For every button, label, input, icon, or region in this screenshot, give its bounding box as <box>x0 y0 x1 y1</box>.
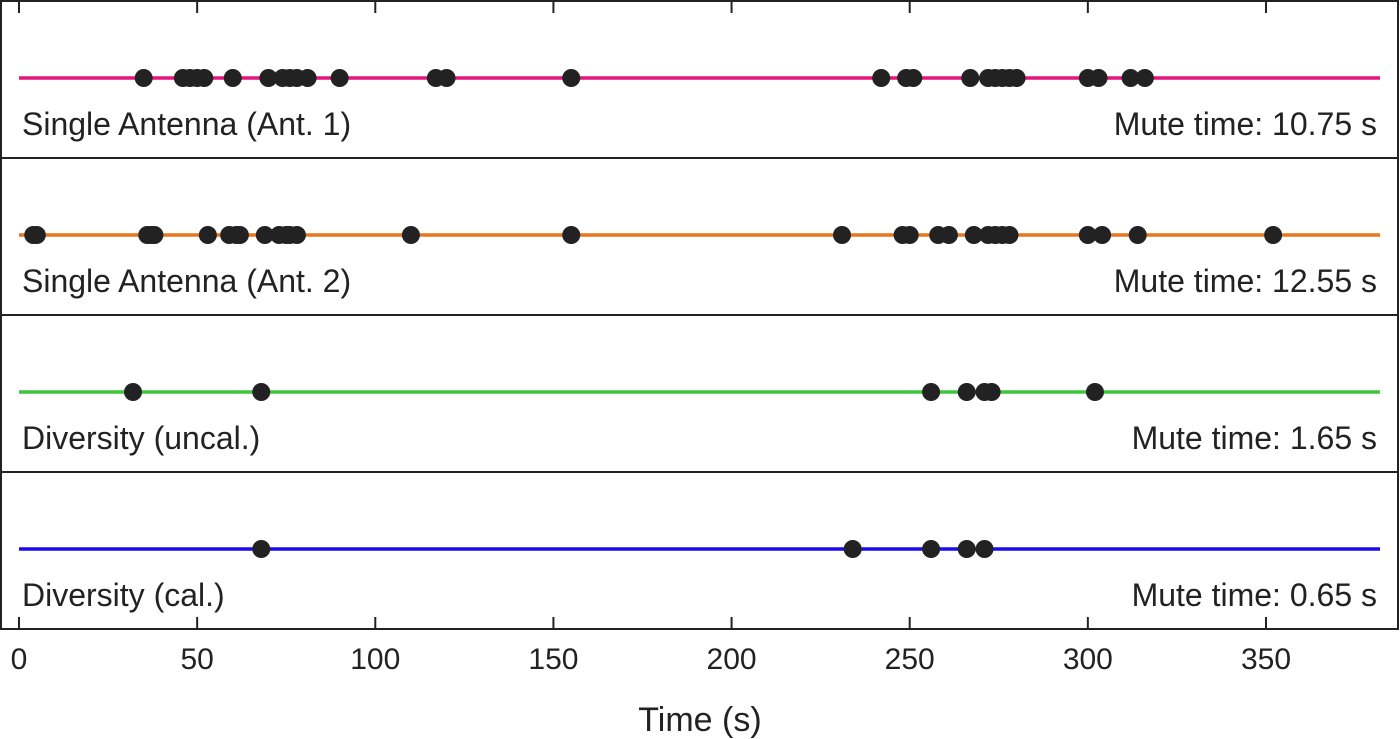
mute-event-point <box>134 69 153 87</box>
panel: Diversity (cal.) Mute time: 0.65 s <box>0 471 1399 630</box>
mute-event-point <box>287 226 306 244</box>
mute-event-point <box>872 69 891 87</box>
mute-event-point <box>198 226 217 244</box>
mute-time-label: Mute time: 1.65 s <box>1132 420 1377 456</box>
mute-event-point <box>437 69 456 87</box>
x-tick-label: 350 <box>1241 643 1291 676</box>
mute-time-label: Mute time: 12.55 s <box>1114 263 1377 299</box>
x-tick-label: 250 <box>885 643 935 676</box>
mute-event-point <box>145 226 164 244</box>
x-tick-label: 100 <box>350 643 400 676</box>
mute-event-point <box>124 383 143 401</box>
mute-event-point <box>401 226 420 244</box>
mute-event-point <box>975 540 994 558</box>
panel: Diversity (uncal.) Mute time: 1.65 s <box>0 314 1399 473</box>
panel: Single Antenna (Ant. 2) Mute time: 12.55 … <box>0 157 1399 316</box>
x-tick-label: 200 <box>707 643 757 676</box>
mute-event-point <box>27 226 46 244</box>
mute-event-point <box>843 540 862 558</box>
mute-event-point <box>230 226 249 244</box>
panel-label: Diversity (cal.) <box>22 577 225 613</box>
mute-event-point <box>939 226 958 244</box>
mute-event-point <box>961 69 980 87</box>
mute-event-point <box>982 383 1001 401</box>
mute-event-point <box>1085 383 1104 401</box>
mute-event-point <box>900 226 919 244</box>
mute-event-point <box>1007 69 1026 87</box>
mute-event-point <box>562 69 581 87</box>
x-tick-label: 300 <box>1063 643 1113 676</box>
mute-event-point <box>957 540 976 558</box>
x-tick-label: 0 <box>11 643 28 676</box>
mute-event-point <box>330 69 349 87</box>
panel-label: Diversity (uncal.) <box>22 420 260 456</box>
mute-event-point <box>298 69 317 87</box>
mute-event-point <box>957 383 976 401</box>
mute-event-point <box>223 69 242 87</box>
mute-event-point <box>562 226 581 244</box>
panel-label: Single Antenna (Ant. 2) <box>22 263 351 299</box>
mute-event-point <box>833 226 852 244</box>
mute-time-label: Mute time: 0.65 s <box>1132 577 1377 613</box>
mute-event-point <box>922 540 941 558</box>
mute-event-point <box>252 383 271 401</box>
mute-event-point <box>1264 226 1283 244</box>
mute-event-point <box>964 226 983 244</box>
x-axis-label: Time (s) <box>638 701 761 739</box>
x-axis: 0 50 100 150 200 250 300 350 <box>11 1 1380 676</box>
mute-event-point <box>1000 226 1019 244</box>
x-tick-label: 150 <box>528 643 578 676</box>
panel-label: Single Antenna (Ant. 1) <box>22 106 351 142</box>
mute-event-point <box>1135 69 1154 87</box>
mute-event-point <box>259 69 278 87</box>
mute-event-point <box>1078 226 1097 244</box>
panel: Single Antenna (Ant. 1) Mute time: 10.75 … <box>0 0 1399 159</box>
mute-event-point <box>252 540 271 558</box>
mute-event-point <box>1121 69 1140 87</box>
mute-event-point <box>1093 226 1112 244</box>
mute-event-point <box>922 383 941 401</box>
mute-event-point <box>195 69 214 87</box>
mute-event-point <box>1089 69 1108 87</box>
mute-event-point <box>255 226 274 244</box>
x-tick-label: 50 <box>180 643 213 676</box>
panels-layer: Single Antenna (Ant. 1) Mute time: 10.75 … <box>0 0 1399 630</box>
mute-event-point <box>904 69 923 87</box>
mute-time-label: Mute time: 10.75 s <box>1114 106 1377 142</box>
mute-event-point <box>1128 226 1147 244</box>
